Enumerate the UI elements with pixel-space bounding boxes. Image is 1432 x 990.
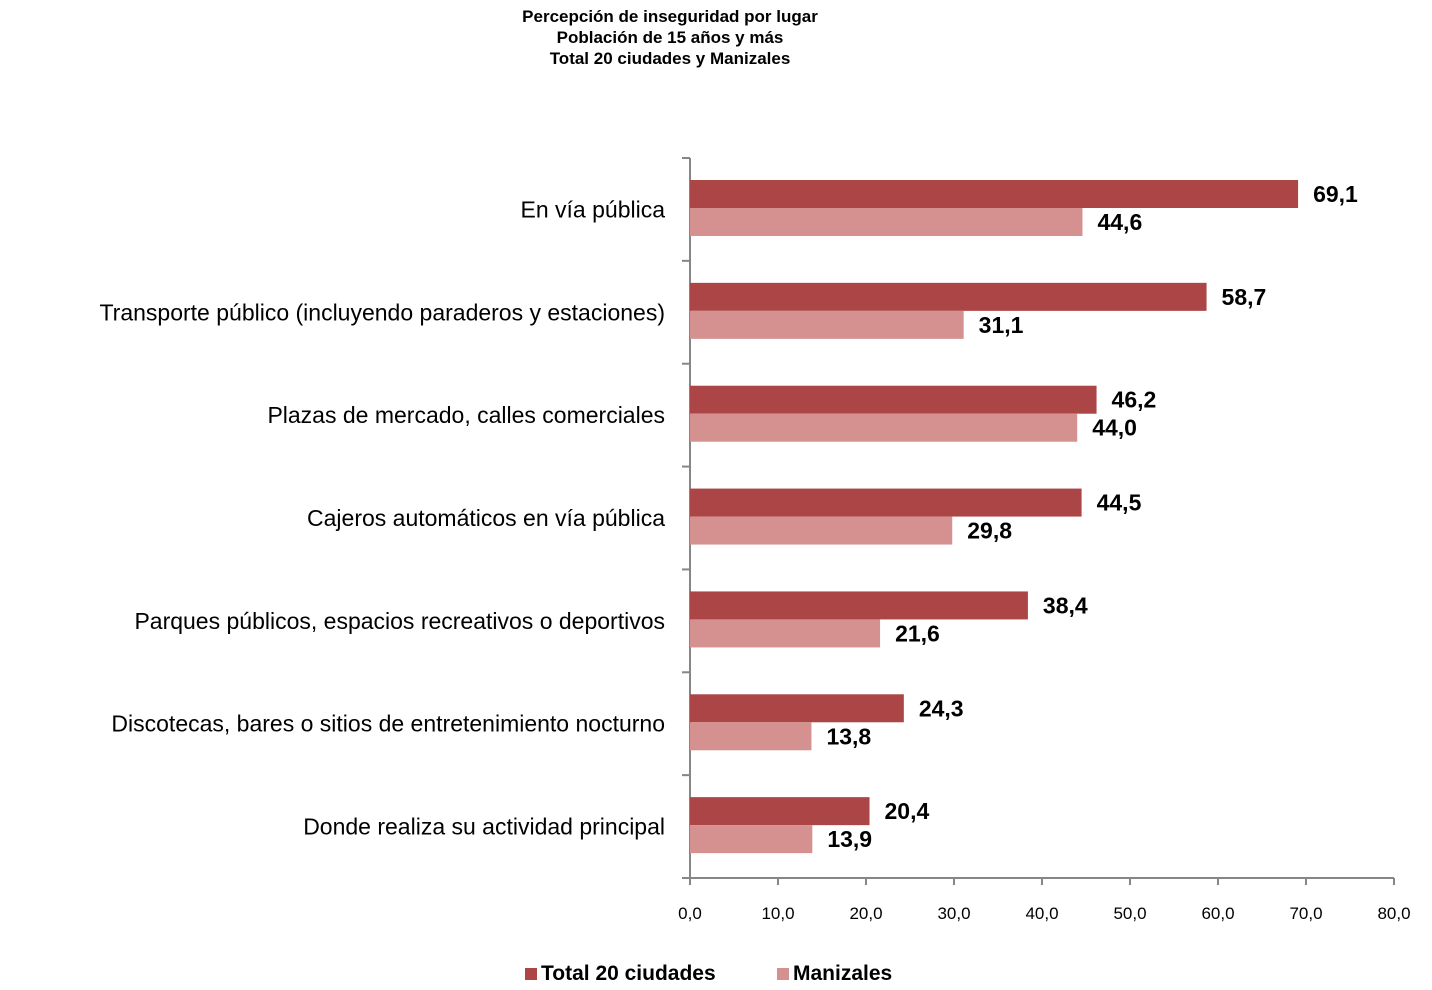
bar-manizales bbox=[690, 413, 1078, 442]
data-label-total-20-ciudades: 69,1 bbox=[1313, 181, 1358, 207]
chart-title-line-3: Total 20 ciudades y Manizales bbox=[549, 49, 791, 68]
x-tick-label: 70,0 bbox=[1289, 904, 1322, 923]
data-label-total-20-ciudades: 58,7 bbox=[1222, 284, 1267, 310]
data-label-manizales: 21,6 bbox=[895, 620, 940, 646]
data-label-manizales: 13,8 bbox=[826, 723, 871, 749]
category-label: Transporte público (incluyendo paraderos… bbox=[99, 299, 665, 325]
x-tick-label: 30,0 bbox=[937, 904, 970, 923]
data-label-total-20-ciudades: 20,4 bbox=[885, 798, 930, 824]
bar-total-20-ciudades bbox=[690, 385, 1097, 414]
data-label-manizales: 13,9 bbox=[827, 826, 872, 852]
x-tick-label: 0,0 bbox=[678, 904, 702, 923]
legend-swatch-total bbox=[525, 968, 537, 980]
legend-label-manizales: Manizales bbox=[793, 962, 893, 985]
x-tick-label: 80,0 bbox=[1377, 904, 1410, 923]
category-label: Parques públicos, espacios recreativos o… bbox=[134, 608, 665, 634]
data-label-total-20-ciudades: 44,5 bbox=[1097, 490, 1142, 516]
data-label-manizales: 29,8 bbox=[967, 518, 1012, 544]
bar-manizales bbox=[690, 310, 964, 339]
bar-total-20-ciudades bbox=[690, 591, 1028, 620]
bar-total-20-ciudades bbox=[690, 488, 1082, 517]
category-label: Cajeros automáticos en vía pública bbox=[307, 505, 665, 531]
bar-manizales bbox=[690, 208, 1083, 236]
chart-title-line-1: Percepción de inseguridad por lugar bbox=[522, 7, 818, 26]
chart-title: Percepción de inseguridad por lugar Pobl… bbox=[0, 6, 1340, 69]
category-label: Plazas de mercado, calles comerciales bbox=[267, 402, 665, 428]
data-label-total-20-ciudades: 38,4 bbox=[1043, 592, 1088, 618]
bar-manizales bbox=[690, 722, 812, 751]
legend-label-total: Total 20 ciudades bbox=[541, 962, 716, 985]
bar-total-20-ciudades bbox=[690, 282, 1207, 311]
chart-title-line-2: Población de 15 años y más bbox=[556, 28, 784, 47]
bar-total-20-ciudades bbox=[690, 797, 870, 826]
category-label: Discotecas, bares o sitios de entretenim… bbox=[111, 711, 665, 737]
data-label-total-20-ciudades: 46,2 bbox=[1112, 387, 1157, 413]
bar-manizales bbox=[690, 619, 881, 648]
category-label: Donde realiza su actividad principal bbox=[303, 814, 665, 840]
data-label-manizales: 44,6 bbox=[1097, 209, 1142, 235]
bar-total-20-ciudades bbox=[690, 694, 904, 723]
x-tick-label: 40,0 bbox=[1025, 904, 1058, 923]
bar-manizales bbox=[690, 825, 813, 854]
chart-legend: Total 20 ciudades Manizales bbox=[0, 962, 1432, 990]
bar-chart: 0,0 10,0 20,0 30,0 40,0 50,0 60,0 70,0 80,0 En ví… bbox=[99, 157, 1411, 923]
x-tick-label: 60,0 bbox=[1201, 904, 1234, 923]
category-label: En vía pública bbox=[521, 196, 666, 222]
bar-manizales bbox=[690, 516, 953, 545]
x-tick-label: 10,0 bbox=[761, 904, 794, 923]
legend-swatch-manizales bbox=[777, 968, 789, 980]
data-label-total-20-ciudades: 24,3 bbox=[919, 695, 964, 721]
legend-item-total: Total 20 ciudades bbox=[525, 962, 716, 986]
data-label-manizales: 44,0 bbox=[1092, 415, 1137, 441]
bar-total-20-ciudades bbox=[690, 180, 1299, 208]
x-tick-label: 50,0 bbox=[1113, 904, 1146, 923]
x-tick-label: 20,0 bbox=[849, 904, 882, 923]
legend-item-manizales: Manizales bbox=[777, 962, 892, 986]
data-label-manizales: 31,1 bbox=[979, 312, 1024, 338]
